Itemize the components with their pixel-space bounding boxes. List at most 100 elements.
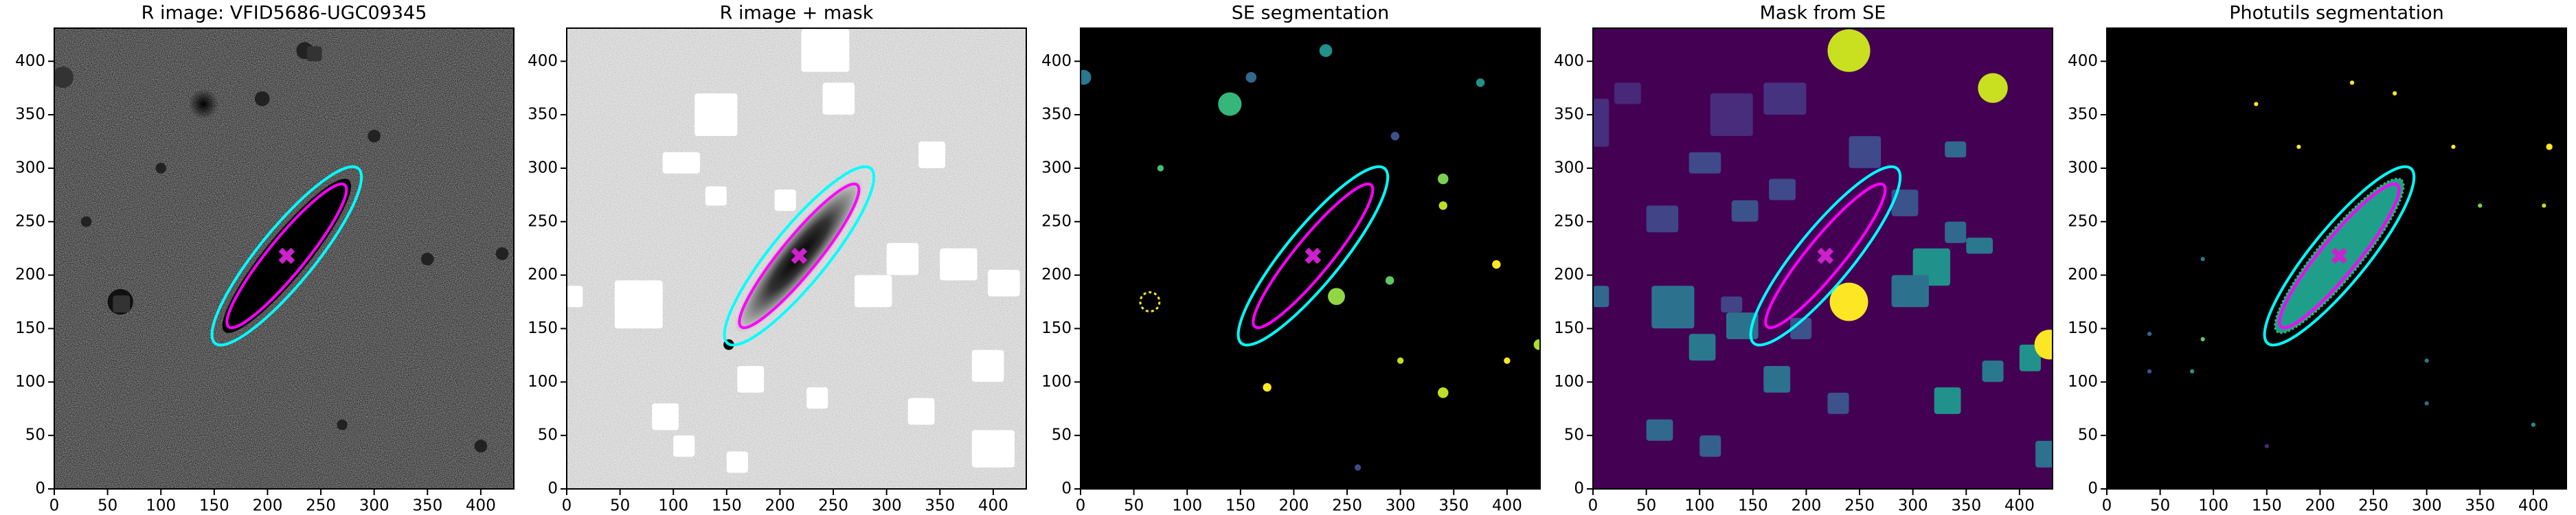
segment xyxy=(2392,91,2397,96)
panel-title: Mask from SE xyxy=(1760,3,1886,24)
mask-region xyxy=(1829,282,1868,321)
segment xyxy=(1492,260,1501,269)
center-marker xyxy=(1304,247,1322,264)
segment xyxy=(2546,144,2553,150)
segment xyxy=(1328,288,1345,306)
x-tick-label: 50 xyxy=(610,497,630,515)
panel: R image: VFID5686-UGC09345 0 50 100 150 200 25… xyxy=(15,3,515,515)
y-tick-label: 350 xyxy=(2068,106,2098,124)
mask-region xyxy=(1699,435,1721,457)
mask-region xyxy=(567,286,583,308)
outer-ellipse xyxy=(1749,165,1902,347)
mask-region xyxy=(1891,275,1929,308)
segment xyxy=(2531,422,2535,427)
mask-region xyxy=(1769,179,1796,201)
y-tick-label: 200 xyxy=(1554,266,1584,284)
y-tick-label: 0 xyxy=(2088,480,2098,498)
x-tick-label: 0 xyxy=(2102,497,2112,515)
x-tick-label: 50 xyxy=(1636,497,1656,515)
star xyxy=(337,419,348,431)
x-tick-label: 100 xyxy=(2198,497,2228,515)
segment xyxy=(2254,102,2259,106)
segment xyxy=(2296,144,2301,149)
outer-ellipse xyxy=(2263,165,2416,347)
segment xyxy=(1218,92,1242,116)
image xyxy=(1081,28,1540,489)
y-tick-label: 100 xyxy=(1554,373,1584,391)
segment xyxy=(2542,203,2546,208)
x-tick-label: 200 xyxy=(1278,497,1309,515)
x-tick-label: 100 xyxy=(146,497,176,515)
y-tick-label: 0 xyxy=(1061,480,1072,498)
y-tick-label: 400 xyxy=(1041,52,1072,70)
mask-region xyxy=(652,403,679,431)
y-tick-label: 350 xyxy=(15,106,45,124)
mask-region xyxy=(988,269,1020,297)
y-tick-label: 250 xyxy=(1041,212,1072,230)
x-tick-label: 400 xyxy=(466,497,496,515)
y-tick-label: 350 xyxy=(528,106,558,124)
mask-region xyxy=(1731,200,1759,222)
x-tick-label: 350 xyxy=(2465,497,2495,515)
x-tick-label: 250 xyxy=(1332,497,1362,515)
axes-frame xyxy=(2106,27,2567,490)
segment xyxy=(1533,339,1540,350)
x-tick-label: 300 xyxy=(1386,497,1416,515)
mask-region xyxy=(806,387,828,409)
segment xyxy=(2147,332,2152,336)
y-tick-label: 50 xyxy=(2078,426,2098,444)
mask-region xyxy=(1966,238,1993,254)
mask-region xyxy=(1790,317,1812,339)
mask-region xyxy=(2034,330,2053,360)
y-tick-label: 100 xyxy=(528,373,558,391)
y-tick-label: 300 xyxy=(15,159,45,176)
center-marker xyxy=(2331,247,2348,264)
x-tick-label: 250 xyxy=(818,497,848,515)
y-tick-label: 400 xyxy=(1554,52,1584,70)
mask-region xyxy=(801,29,850,72)
mask-region xyxy=(1721,296,1743,313)
inner-ellipse xyxy=(1764,182,1887,330)
y-tick-label: 0 xyxy=(547,480,558,498)
y-tick-label: 300 xyxy=(528,159,558,176)
x-tick-label: 400 xyxy=(978,497,1008,515)
segment xyxy=(2200,257,2205,262)
y-tick-label: 200 xyxy=(15,266,45,284)
star xyxy=(306,46,322,62)
center-marker xyxy=(278,247,295,264)
segment xyxy=(2478,203,2483,208)
segment xyxy=(1397,357,1404,364)
mask-region xyxy=(1763,82,1807,115)
y-tick-label: 200 xyxy=(1041,266,1072,284)
segment xyxy=(2147,369,2152,374)
y-tick-label: 150 xyxy=(15,319,45,337)
segment xyxy=(2424,358,2429,363)
segment xyxy=(1354,464,1362,471)
mask-region xyxy=(886,242,919,275)
mask-region xyxy=(918,141,946,168)
x-tick-label: 50 xyxy=(98,497,117,515)
mask-region xyxy=(662,152,701,174)
image xyxy=(2107,28,2566,489)
star xyxy=(155,163,166,174)
mask-region xyxy=(705,186,727,206)
mask-region xyxy=(673,435,695,457)
segment xyxy=(1437,173,1449,185)
mask-region xyxy=(1646,419,1673,441)
mask-region xyxy=(855,275,892,308)
panel: Mask from SE 0 50 100 150 200 250 300 350 400 0 50 1… xyxy=(1554,3,2053,515)
mask-region xyxy=(1688,152,1721,174)
y-tick-label: 400 xyxy=(15,52,45,70)
image xyxy=(1593,28,2053,489)
center-marker xyxy=(1817,247,1834,264)
y-tick-label: 50 xyxy=(538,426,558,444)
y-tick-label: 300 xyxy=(1041,159,1072,176)
x-tick-label: 400 xyxy=(1492,497,1522,515)
segment xyxy=(1157,165,1164,172)
x-tick-label: 50 xyxy=(1124,497,1144,515)
segment xyxy=(1504,357,1511,364)
x-tick-label: 300 xyxy=(359,497,389,515)
mask-region xyxy=(1982,360,2004,382)
segment xyxy=(2190,369,2195,374)
